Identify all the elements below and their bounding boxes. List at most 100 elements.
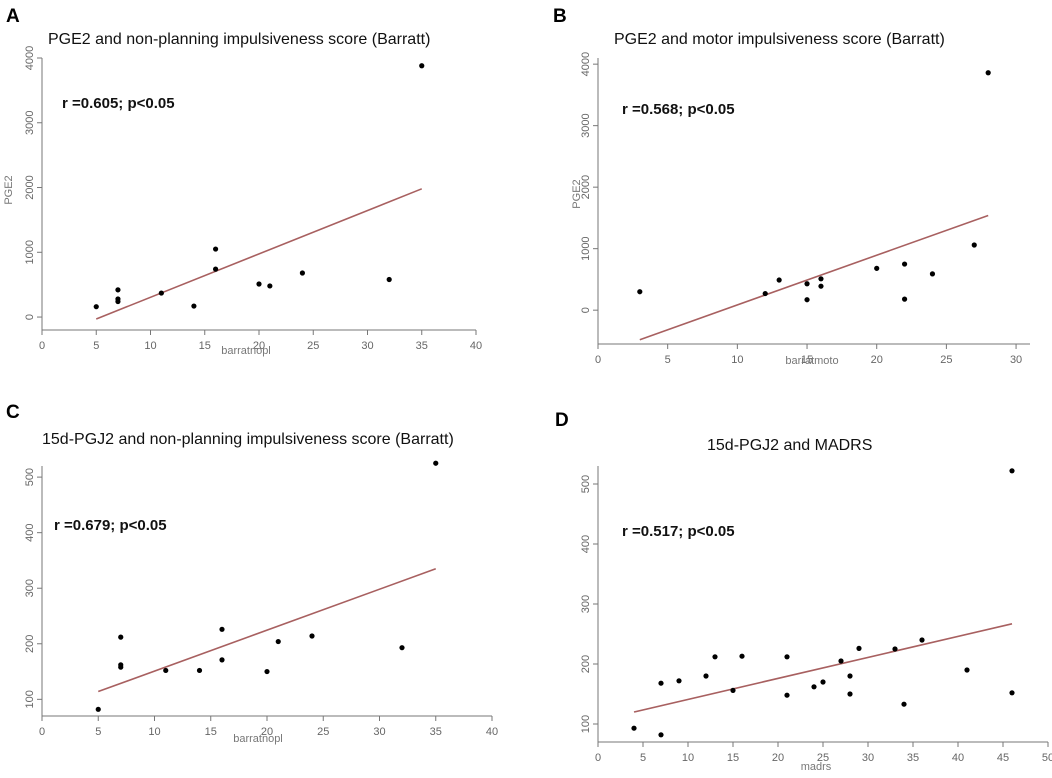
x-tick-label: 15 [205, 726, 217, 738]
data-point [163, 667, 169, 674]
y-tick-label: 0 [580, 307, 592, 313]
data-point [971, 242, 977, 248]
data-point [1009, 468, 1015, 474]
data-point [275, 638, 281, 645]
x-tick-label: 10 [731, 354, 743, 366]
y-tick-label: 100 [24, 690, 36, 708]
data-point [804, 297, 810, 303]
data-point [433, 460, 439, 466]
x-tick-label: 20 [253, 340, 265, 352]
panel-a: A PGE2 and non-planning impulsiveness sco… [3, 6, 482, 357]
data-point [784, 654, 790, 660]
data-point [419, 63, 425, 69]
x-tick-label: 15 [801, 354, 813, 366]
y-axis-label: PGE2 [3, 175, 15, 204]
regression-line [633, 623, 1013, 713]
data-point [219, 657, 225, 663]
x-tick-label: 35 [430, 726, 442, 738]
panel-d: D 15d-PGJ2 and MADRS r =0.517; p<0.05 0 5 10 1… [555, 410, 1052, 773]
x-tick-label: 20 [871, 354, 883, 366]
data-point [985, 70, 991, 76]
x-axis-label: barratmoto [785, 355, 838, 367]
data-point [762, 290, 768, 297]
y-tick-label: 4000 [580, 52, 592, 76]
data-point [874, 265, 880, 271]
x-tick-label: 20 [261, 726, 273, 738]
data-point [118, 634, 124, 640]
y-tick-label: 100 [580, 715, 592, 733]
y-tick-label: 3000 [580, 113, 592, 137]
data-point [964, 667, 970, 673]
panel-letter: C [6, 402, 20, 423]
data-point [115, 287, 121, 293]
panel-title: PGE2 and motor impulsiveness score (Barr… [614, 31, 945, 48]
data-point [703, 673, 709, 679]
x-tick-label: 10 [148, 726, 160, 738]
data-point [213, 266, 219, 272]
x-tick-label: 25 [817, 752, 829, 764]
x-tick-label: 25 [317, 726, 329, 738]
panel-b: B PGE2 and motor impulsiveness score (Bar… [553, 6, 1030, 367]
data-point [191, 303, 197, 309]
x-tick-label: 25 [307, 340, 319, 352]
data-point [804, 281, 810, 287]
data-point [631, 725, 637, 731]
x-tick-label: 40 [486, 726, 498, 738]
data-point [309, 633, 315, 639]
x-tick-label: 25 [940, 354, 952, 366]
data-point [386, 276, 392, 283]
data-point [158, 290, 164, 296]
regression-line [95, 188, 423, 320]
x-tick-label: 50 [1042, 752, 1052, 764]
x-tick-label: 45 [997, 752, 1009, 764]
panel-title: 15d-PGJ2 and non-planning impulsiveness … [42, 431, 454, 448]
data-point [901, 261, 908, 267]
x-tick-label: 5 [665, 354, 671, 366]
data-point [818, 283, 824, 289]
panel-title: 15d-PGJ2 and MADRS [707, 437, 872, 454]
y-tick-label: 400 [24, 523, 36, 541]
data-point [299, 270, 305, 276]
y-tick-label: 2000 [580, 175, 592, 199]
data-point [93, 304, 99, 310]
x-tick-label: 15 [727, 752, 739, 764]
x-tick-label: 35 [907, 752, 919, 764]
x-tick-label: 30 [373, 726, 385, 738]
x-tick-label: 5 [640, 752, 646, 764]
x-tick-label: 10 [682, 752, 694, 764]
x-tick-label: 10 [144, 340, 156, 352]
x-tick-label: 15 [199, 340, 211, 352]
correlation-annotation: r =0.517; p<0.05 [622, 523, 735, 540]
data-point [264, 668, 270, 675]
data-point [730, 687, 736, 694]
data-point [901, 701, 907, 707]
data-point [95, 706, 101, 712]
data-point [118, 664, 124, 670]
data-point [856, 645, 862, 652]
panel-title: PGE2 and non-planning impulsiveness scor… [48, 31, 430, 48]
x-tick-label: 40 [470, 340, 482, 352]
data-point [818, 276, 824, 282]
regression-line [97, 568, 437, 693]
x-axis-label: barratnopl [233, 733, 283, 745]
x-tick-label: 5 [93, 340, 99, 352]
y-tick-label: 1000 [24, 240, 36, 264]
y-tick-label: 200 [580, 655, 592, 673]
data-point [784, 692, 790, 698]
data-point [213, 246, 219, 252]
data-point [919, 637, 925, 643]
x-tick-label: 40 [952, 752, 964, 764]
y-tick-label: 4000 [24, 46, 36, 70]
regression-line [639, 214, 989, 341]
x-tick-label: 30 [361, 340, 373, 352]
data-point [637, 289, 643, 295]
x-tick-label: 30 [1010, 354, 1022, 366]
y-tick-label: 500 [580, 475, 592, 493]
data-point [676, 678, 682, 684]
y-tick-label: 300 [24, 579, 36, 597]
data-point [892, 646, 898, 652]
panel-letter: A [6, 6, 20, 27]
panel-c: C 15d-PGJ2 and non-planning impulsiveness… [6, 402, 498, 745]
x-tick-label: 20 [772, 752, 784, 764]
data-point [658, 680, 664, 686]
